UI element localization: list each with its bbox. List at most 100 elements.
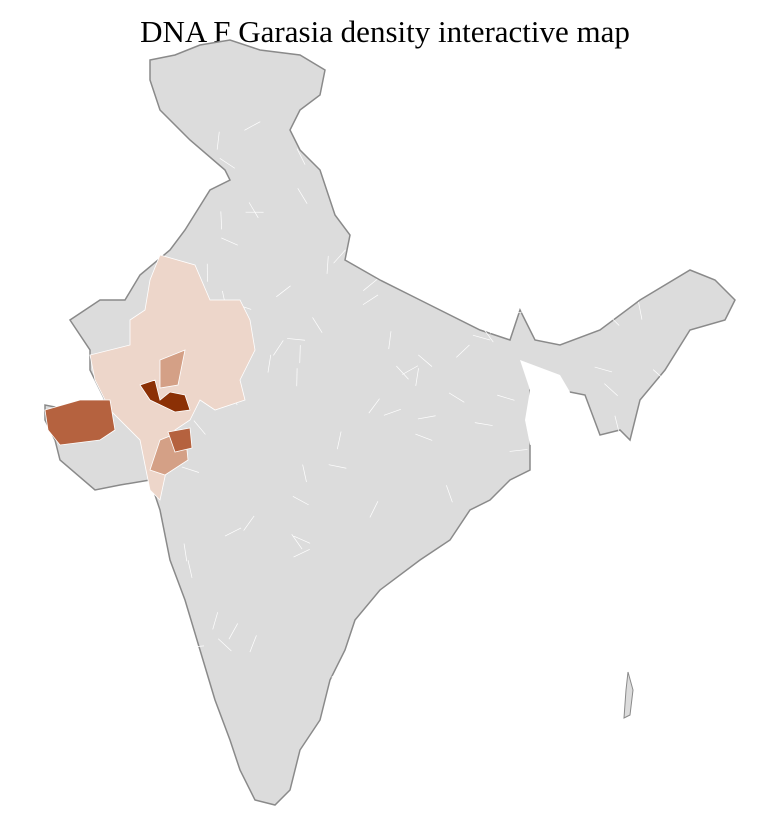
district-boundary: [442, 304, 459, 314]
district-boundary: [383, 408, 401, 416]
district-boundary: [534, 415, 538, 434]
district-boundary: [610, 267, 629, 270]
district-boundary: [644, 594, 658, 609]
district-boundary: [312, 317, 323, 333]
district-boundary: [390, 189, 406, 202]
district-boundary: [187, 560, 193, 578]
district-boundary: [415, 433, 433, 441]
district-boundary: [287, 338, 306, 341]
district-boundary: [249, 635, 257, 653]
district-boundary: [628, 638, 645, 647]
district-boundary: [529, 177, 533, 196]
district-boundary: [605, 650, 613, 668]
district-boundary: [615, 455, 622, 473]
district-boundary: [320, 136, 327, 154]
district-boundary: [181, 466, 200, 473]
district-boundary: [357, 222, 368, 239]
district-boundary: [652, 369, 667, 382]
district-boundary: [326, 255, 329, 274]
district-boundary: [293, 535, 311, 544]
district-boundary: [532, 375, 537, 394]
district-boundary: [216, 131, 220, 150]
district-boundary: [396, 170, 415, 174]
district-boundary: [373, 161, 392, 165]
district-boundary: [400, 604, 419, 612]
district-boundary: [479, 168, 486, 186]
district-boundary: [418, 354, 433, 367]
district-boundary: [296, 148, 306, 165]
district-boundary: [335, 162, 353, 171]
district-boundary: [640, 407, 659, 411]
district-boundary: [297, 188, 308, 204]
district-boundary: [504, 214, 520, 226]
district-boundary: [472, 334, 491, 341]
district-boundary: [555, 632, 559, 651]
district-lines: [178, 119, 672, 678]
region-kutch-high-density[interactable]: [44, 399, 116, 446]
district-boundary: [493, 195, 508, 209]
district-boundary: [336, 431, 342, 450]
district-boundary: [655, 488, 672, 498]
district-boundary: [388, 331, 392, 350]
district-boundary: [482, 327, 494, 343]
bangladesh-gap: [520, 360, 570, 445]
district-boundary: [543, 157, 550, 175]
district-boundary: [243, 515, 255, 531]
district-boundary: [401, 207, 404, 226]
region-highest-density[interactable]: [139, 379, 191, 413]
district-boundary: [527, 298, 546, 302]
district-boundary: [292, 495, 309, 506]
district-boundary: [517, 308, 535, 314]
district-boundary: [315, 119, 320, 138]
district-boundary: [183, 543, 188, 562]
district-boundary: [516, 548, 534, 554]
district-boundary: [606, 312, 620, 326]
district-boundary: [559, 516, 572, 531]
district-boundary: [244, 121, 261, 131]
district-boundary: [614, 415, 620, 434]
district-boundary: [453, 631, 472, 634]
district-boundary: [217, 638, 232, 652]
region-high-density-east[interactable]: [167, 427, 193, 453]
district-boundary: [393, 608, 400, 626]
district-boundary: [293, 549, 310, 558]
district-boundary: [448, 392, 465, 403]
district-boundary: [212, 612, 219, 630]
district-boundary: [276, 285, 291, 298]
district-boundary: [273, 340, 284, 356]
district-boundary: [291, 534, 303, 550]
district-boundary: [489, 319, 503, 334]
district-boundary: [302, 464, 307, 483]
district-boundary: [338, 135, 357, 140]
district-boundary: [578, 219, 588, 236]
district-boundary: [578, 591, 596, 601]
district-boundary: [193, 420, 206, 435]
district-boundary: [299, 345, 301, 364]
district-boundary: [497, 394, 515, 401]
district-boundary: [535, 478, 540, 497]
district-boundary: [474, 422, 493, 426]
district-boundary: [328, 464, 347, 469]
district-boundary: [604, 383, 618, 397]
district-boundary: [496, 606, 511, 620]
district-boundary: [456, 344, 470, 358]
andaman-islands: [623, 671, 634, 719]
district-boundary: [186, 645, 205, 648]
district-boundary: [402, 365, 419, 375]
district-boundary: [331, 667, 347, 678]
district-boundary: [373, 169, 392, 171]
district-boundary: [383, 661, 401, 669]
district-boundary: [448, 240, 454, 259]
district-boundary: [376, 620, 381, 639]
district-boundary: [433, 295, 452, 298]
district-boundary: [449, 193, 462, 209]
district-boundary: [415, 368, 419, 386]
district-boundary: [381, 613, 394, 629]
district-boundary: [502, 276, 519, 287]
district-boundary: [541, 637, 546, 656]
district-boundary: [416, 148, 429, 164]
district-boundary: [638, 301, 643, 320]
region-medium-density-north[interactable]: [159, 349, 186, 389]
district-boundary: [219, 157, 235, 169]
